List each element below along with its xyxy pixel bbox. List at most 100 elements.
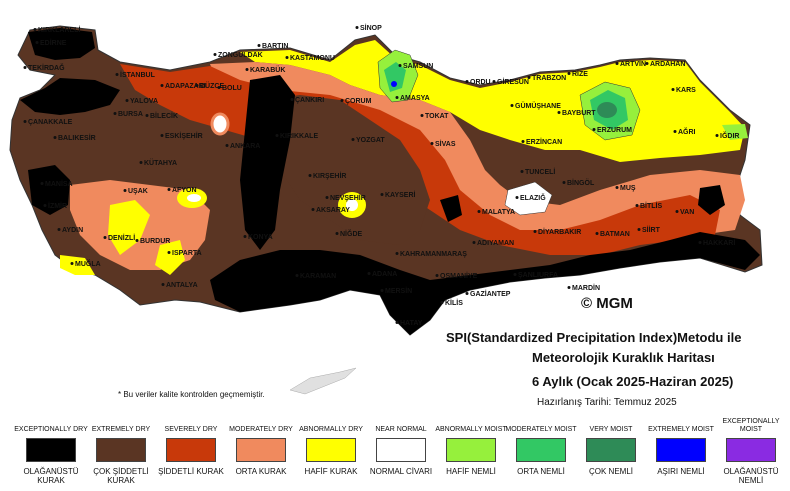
- city-dot: [533, 230, 537, 233]
- city-dot: [257, 44, 261, 47]
- city-dot: [275, 134, 279, 137]
- city-dot: [527, 76, 531, 79]
- city-label: BAYBURT: [562, 110, 596, 117]
- legend-label-en: EXTREMELY MOIST: [648, 426, 714, 433]
- city-dot: [167, 188, 171, 191]
- city-dot: [217, 86, 221, 89]
- city-label: TUNCELİ: [525, 168, 555, 176]
- city-dot: [245, 68, 249, 71]
- legend-swatch: [446, 438, 496, 462]
- legend: EXCEPTIONALLY DRY OLAĞANÜSTÜ KURAK EXTREME…: [12, 418, 782, 491]
- city-dot: [465, 80, 469, 83]
- city-label: HAKKARİ: [703, 239, 735, 247]
- city-label: İSTANBUL: [120, 71, 156, 79]
- city-dot: [23, 120, 27, 123]
- city-dot: [33, 28, 37, 31]
- region-near-normal-kayseri-core: [346, 199, 358, 211]
- city-dot: [398, 64, 402, 67]
- city-dot: [367, 272, 371, 275]
- legend-label-tr: HAFİF KURAK: [304, 467, 358, 476]
- region-extremely-dry-center: [260, 95, 430, 245]
- city-label: KASTAMONU: [290, 55, 335, 62]
- city-label: EDİRNE: [40, 39, 67, 47]
- city-label: ORDU: [470, 79, 491, 86]
- city-label: NEVŞEHİR: [330, 194, 366, 202]
- city-label: BARTIN: [262, 43, 288, 50]
- city-dot: [557, 111, 561, 114]
- region-near-normal-bolu: [210, 112, 230, 136]
- city-dot: [115, 73, 119, 76]
- city-label: ELAZIĞ: [520, 193, 546, 202]
- city-label: ADIYAMAN: [477, 240, 514, 247]
- city-dot: [440, 301, 444, 304]
- city-label: YOZGAT: [356, 137, 385, 144]
- city-label: MALATYA: [482, 209, 515, 216]
- city-label: BATMAN: [600, 231, 630, 238]
- city-labels: SİNOP KIRKLARELİ EDİRNE BARTIN ZONGULDAK KAST…: [23, 24, 739, 327]
- city-dot: [698, 241, 702, 244]
- city-dot: [125, 99, 129, 102]
- legend-item: VERY MOIST ÇOK NEMLİ: [572, 418, 650, 476]
- city-dot: [70, 262, 74, 265]
- city-dot: [213, 53, 217, 56]
- legend-item: NEAR NORMAL NORMAL CİVARI: [362, 418, 440, 476]
- city-dot: [465, 292, 469, 295]
- region-exceptionally-dry-adana: [440, 195, 462, 222]
- city-dot: [243, 235, 247, 238]
- city-label: GÜMÜŞHANE: [515, 101, 561, 110]
- city-dot: [160, 84, 164, 87]
- city-label: MANİSA: [45, 180, 73, 188]
- city-dot: [510, 104, 514, 107]
- city-label: AFYON: [172, 187, 197, 194]
- city-dot: [113, 112, 117, 115]
- legend-label-tr: ÇOK ŞİDDETLİ KURAK: [93, 467, 149, 485]
- city-label: HATAY: [400, 320, 423, 327]
- city-label: ANKARA: [230, 143, 260, 150]
- city-label: SİNOP: [360, 24, 382, 32]
- city-label: ZONGULDAK: [218, 52, 263, 59]
- city-dot: [135, 239, 139, 242]
- legend-item: ABNORMALLY MOIST HAFİF NEMLİ: [432, 418, 510, 476]
- legend-swatch: [96, 438, 146, 462]
- city-dot: [35, 41, 39, 44]
- city-dot: [595, 232, 599, 235]
- city-label: SAMSUN: [403, 63, 433, 70]
- region-exceptionally-dry-ankara: [240, 75, 295, 250]
- legend-label-tr: OLAĞANÜSTÜ KURAK: [23, 467, 79, 485]
- city-dot: [285, 56, 289, 59]
- city-dot: [615, 186, 619, 189]
- city-label: KONYA: [248, 234, 273, 241]
- city-dot: [635, 204, 639, 207]
- city-dot: [492, 80, 496, 83]
- city-label: AYDIN: [62, 227, 83, 234]
- city-label: ÇANKIRI: [295, 97, 324, 104]
- region-exceptionally-dry-west: [28, 165, 70, 215]
- city-label: DENİZLİ: [108, 234, 135, 242]
- city-label: KARAMAN: [300, 273, 336, 280]
- city-dot: [673, 130, 677, 133]
- region-exceptionally-dry-south: [210, 232, 760, 335]
- city-label: ERZURUM: [597, 127, 632, 134]
- legend-label-tr: ORTA KURAK: [235, 467, 287, 476]
- city-label: ANTALYA: [166, 282, 198, 289]
- region-moderately-moist-samsun: [384, 62, 406, 92]
- city-dot: [420, 114, 424, 117]
- city-label: KARABÜK: [250, 65, 285, 74]
- city-dot: [195, 84, 199, 87]
- city-dot: [435, 274, 439, 277]
- city-dot: [123, 189, 127, 192]
- region-abnormally-dry-west: [108, 200, 150, 255]
- city-label: ÇORUM: [345, 98, 372, 105]
- legend-label-en: ABNORMALLY DRY: [299, 426, 363, 433]
- region-exceptionally-dry-nw: [20, 78, 120, 115]
- legend-item: MODERATELY DRY ORTA KURAK: [222, 418, 300, 476]
- city-label: TEKİRDAĞ: [28, 63, 65, 72]
- city-label: AĞRI: [678, 127, 696, 136]
- city-label: BALIKESİR: [58, 134, 96, 142]
- city-label: İZMİR: [48, 202, 67, 210]
- city-label: KIRKLARELİ: [38, 26, 80, 34]
- legend-swatch: [726, 438, 776, 462]
- city-label: ADANA: [372, 271, 397, 278]
- region-near-normal-afyon-core: [187, 194, 201, 202]
- legend-item: EXTREMELY DRY ÇOK ŞİDDETLİ KURAK: [82, 418, 160, 485]
